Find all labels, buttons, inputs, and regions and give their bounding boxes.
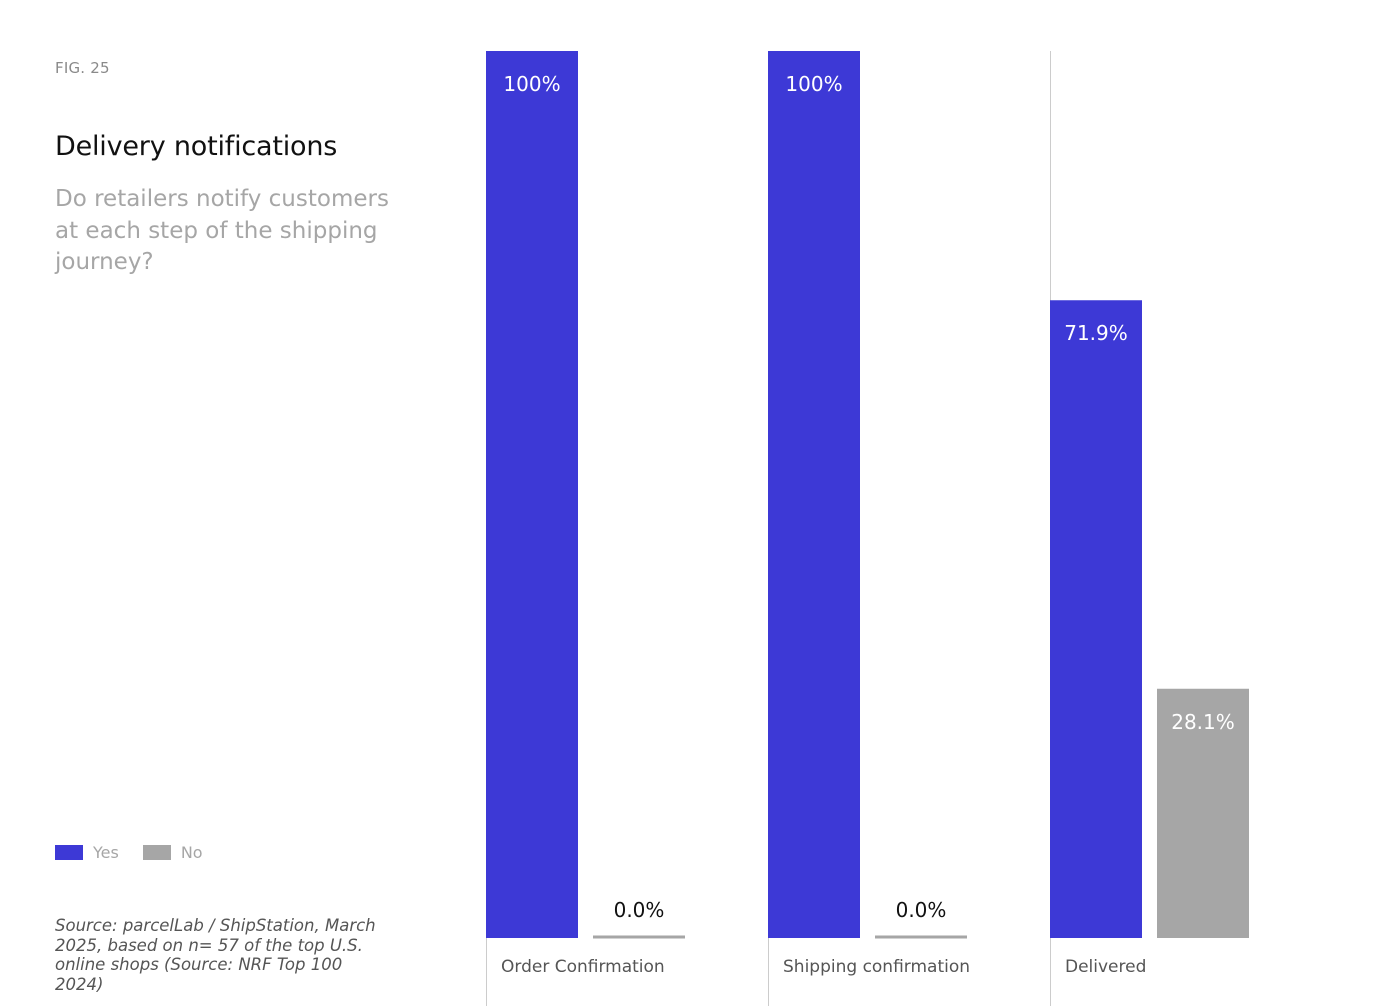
data-label-yes-order-confirmation: 100% bbox=[503, 72, 560, 96]
data-label-yes-delivered: 71.9% bbox=[1064, 321, 1128, 345]
bar-no-shipping-confirmation bbox=[875, 935, 967, 939]
legend-swatch-yes bbox=[55, 845, 83, 860]
category-label-order-confirmation: Order Confirmation bbox=[501, 957, 665, 977]
legend-item-yes: Yes bbox=[55, 843, 119, 862]
data-label-no-delivered: 28.1% bbox=[1171, 710, 1235, 734]
legend: Yes No bbox=[55, 843, 227, 862]
legend-item-no: No bbox=[142, 843, 203, 862]
legend-label-yes: Yes bbox=[93, 843, 119, 862]
bar-no-order-confirmation bbox=[593, 935, 685, 939]
chart-subtitle: Do retailers notify customers at each st… bbox=[55, 186, 389, 275]
fig-label: FIG. 25 bbox=[55, 59, 110, 77]
legend-swatch-no bbox=[142, 845, 171, 860]
category-label-shipping-confirmation: Shipping confirmation bbox=[783, 957, 970, 977]
legend-label-no: No bbox=[180, 843, 203, 862]
source-note: Source: parcelLab / ShipStation, March 2… bbox=[55, 916, 376, 994]
bar-no-delivered bbox=[1157, 688, 1249, 938]
data-label-yes-shipping-confirmation: 100% bbox=[785, 72, 842, 96]
data-label-no-shipping-confirmation: 0.0% bbox=[896, 898, 947, 922]
category-label-delivered: Delivered bbox=[1065, 957, 1146, 977]
bar-yes-delivered bbox=[1050, 300, 1142, 938]
bar-yes-shipping-confirmation bbox=[768, 51, 860, 938]
chart-title: Delivery notifications bbox=[55, 131, 338, 162]
bar-yes-order-confirmation bbox=[486, 51, 578, 938]
data-label-no-order-confirmation: 0.0% bbox=[614, 898, 665, 922]
